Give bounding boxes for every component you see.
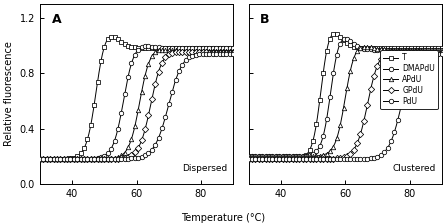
Text: Dispersed: Dispersed xyxy=(182,164,227,173)
Legend: T, DMAPdU, APdU, GPdU, PdU: T, DMAPdU, APdU, GPdU, PdU xyxy=(380,50,438,109)
Text: Temperature (°C): Temperature (°C) xyxy=(181,213,265,223)
Text: Clustered: Clustered xyxy=(392,164,436,173)
Y-axis label: Relative fluorescence: Relative fluorescence xyxy=(4,42,14,147)
Text: B: B xyxy=(260,13,270,26)
Text: A: A xyxy=(52,13,61,26)
